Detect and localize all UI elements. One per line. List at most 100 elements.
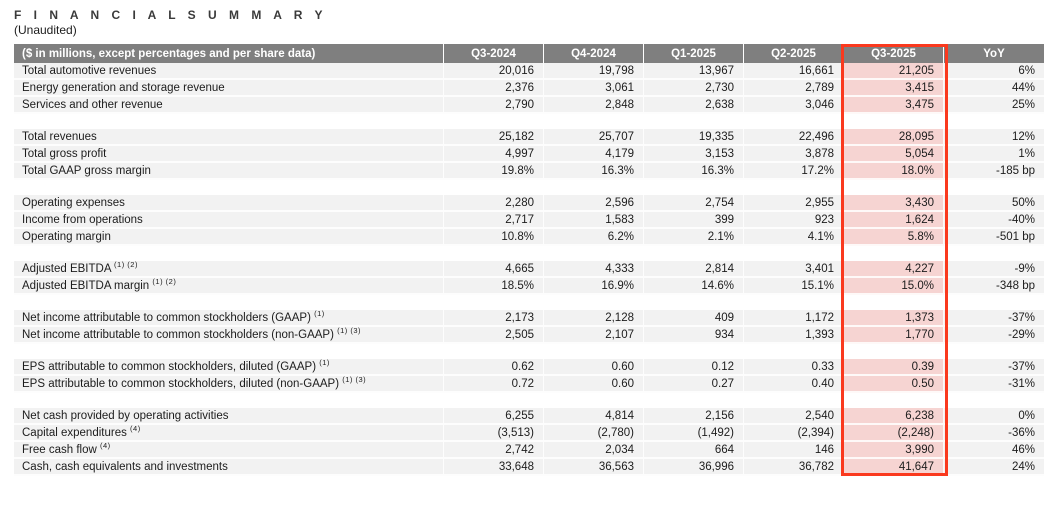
value-cell: 4,333 <box>544 261 644 278</box>
value-cell: 0.40 <box>744 376 844 393</box>
footnote-marker: (4) <box>99 442 111 450</box>
row-label: Energy generation and storage revenue <box>14 80 444 97</box>
value-cell-highlighted: 1,770 <box>844 327 944 344</box>
row-label: Capital expenditures (4) <box>14 425 444 442</box>
table-row: Free cash flow (4) 2,742 2,034 664 146 3,990 4… <box>14 442 1044 459</box>
value-cell: 46% <box>944 442 1044 459</box>
value-cell: -185 bp <box>944 163 1044 180</box>
value-cell: 0.62 <box>444 359 544 376</box>
value-cell: 22,496 <box>744 129 844 146</box>
value-cell-highlighted: 1,624 <box>844 212 944 229</box>
value-cell: 25,182 <box>444 129 544 146</box>
footnote-marker: (1) <box>319 359 330 367</box>
column-header-q3-2024: Q3-2024 <box>444 44 544 63</box>
row-label: Income from operations <box>14 212 444 229</box>
spacer-cell <box>14 295 1044 310</box>
value-cell: 33,648 <box>444 459 544 476</box>
page-subtitle: (Unaudited) <box>14 23 77 37</box>
value-cell: (1,492) <box>644 425 744 442</box>
value-cell: 6.2% <box>544 229 644 246</box>
value-cell: -36% <box>944 425 1044 442</box>
value-cell-highlighted: 28,095 <box>844 129 944 146</box>
table-row: Operating margin 10.8% 6.2% 2.1% 4.1% 5.8% -50… <box>14 229 1044 246</box>
value-cell-highlighted: 6,238 <box>844 408 944 425</box>
row-label: Adjusted EBITDA margin (1) (2) <box>14 278 444 295</box>
value-cell: -37% <box>944 310 1044 327</box>
value-cell: -37% <box>944 359 1044 376</box>
value-cell: 1% <box>944 146 1044 163</box>
spacer-cell <box>14 246 1044 261</box>
value-cell: -501 bp <box>944 229 1044 246</box>
row-label: Total gross profit <box>14 146 444 163</box>
value-cell: -9% <box>944 261 1044 278</box>
spacer-cell <box>14 180 1044 195</box>
value-cell-highlighted: 4,227 <box>844 261 944 278</box>
spacer-cell <box>14 344 1044 359</box>
value-cell: 2,638 <box>644 97 744 114</box>
financial-table-container: ($ in millions, except percentages and p… <box>14 44 1044 476</box>
row-label: Total automotive revenues <box>14 63 444 80</box>
value-cell: 4.1% <box>744 229 844 246</box>
table-row: Net income attributable to common stockh… <box>14 310 1044 327</box>
value-cell: 2,754 <box>644 195 744 212</box>
value-cell-highlighted: 5.8% <box>844 229 944 246</box>
value-cell-highlighted: (2,248) <box>844 425 944 442</box>
value-cell: 18.5% <box>444 278 544 295</box>
value-cell: 25% <box>944 97 1044 114</box>
value-cell: 4,997 <box>444 146 544 163</box>
row-label: Free cash flow (4) <box>14 442 444 459</box>
value-cell: 923 <box>744 212 844 229</box>
value-cell: 3,878 <box>744 146 844 163</box>
footnote-marker: (1) (3) <box>337 327 362 335</box>
value-cell: 0.27 <box>644 376 744 393</box>
column-header-yoy: YoY <box>944 44 1044 63</box>
row-label: Operating expenses <box>14 195 444 212</box>
row-label: Operating margin <box>14 229 444 246</box>
spacer-row <box>14 114 1044 129</box>
row-label: Net cash provided by operating activitie… <box>14 408 444 425</box>
value-cell-highlighted: 3,415 <box>844 80 944 97</box>
value-cell: 2,848 <box>544 97 644 114</box>
value-cell: -348 bp <box>944 278 1044 295</box>
value-cell-highlighted: 41,647 <box>844 459 944 476</box>
spacer-row <box>14 180 1044 195</box>
value-cell: 6,255 <box>444 408 544 425</box>
value-cell: 16.9% <box>544 278 644 295</box>
value-cell: 4,179 <box>544 146 644 163</box>
column-header-q3-2025: Q3-2025 <box>844 44 944 63</box>
table-row: Energy generation and storage revenue 2,3… <box>14 80 1044 97</box>
value-cell: 1,172 <box>744 310 844 327</box>
row-label: Net income attributable to common stockh… <box>14 327 444 344</box>
value-cell: -31% <box>944 376 1044 393</box>
table-units-header: ($ in millions, except percentages and p… <box>14 44 444 63</box>
table-row: Net income attributable to common stockh… <box>14 327 1044 344</box>
value-cell: 0% <box>944 408 1044 425</box>
footnote-marker: (1) (2) <box>152 278 177 286</box>
value-cell: 399 <box>644 212 744 229</box>
footnote-marker: (1) <box>314 310 325 318</box>
value-cell: 2,742 <box>444 442 544 459</box>
table-row: Cash, cash equivalents and investments 33… <box>14 459 1044 476</box>
value-cell: 24% <box>944 459 1044 476</box>
page-title: F I N A N C I A L S U M M A R Y <box>14 8 328 22</box>
value-cell: 50% <box>944 195 1044 212</box>
value-cell: 2,173 <box>444 310 544 327</box>
table-row: Income from operations 2,717 1,583 399 923 1,… <box>14 212 1044 229</box>
value-cell: 4,814 <box>544 408 644 425</box>
table-row: Adjusted EBITDA (1) (2) 4,665 4,333 2,814 3,… <box>14 261 1044 278</box>
value-cell-highlighted: 3,990 <box>844 442 944 459</box>
value-cell: 2,789 <box>744 80 844 97</box>
row-label: Net income attributable to common stockh… <box>14 310 444 327</box>
value-cell: 2,955 <box>744 195 844 212</box>
value-cell: (2,394) <box>744 425 844 442</box>
value-cell: 17.2% <box>744 163 844 180</box>
table-row: Capital expenditures (4) (3,513) (2,780) (1… <box>14 425 1044 442</box>
value-cell: 13,967 <box>644 63 744 80</box>
value-cell: 10.8% <box>444 229 544 246</box>
value-cell: 12% <box>944 129 1044 146</box>
value-cell: 2,107 <box>544 327 644 344</box>
footnote-marker: (4) <box>130 425 141 433</box>
table-row: EPS attributable to common stockholders,… <box>14 359 1044 376</box>
value-cell-highlighted: 15.0% <box>844 278 944 295</box>
value-cell: 19.8% <box>444 163 544 180</box>
